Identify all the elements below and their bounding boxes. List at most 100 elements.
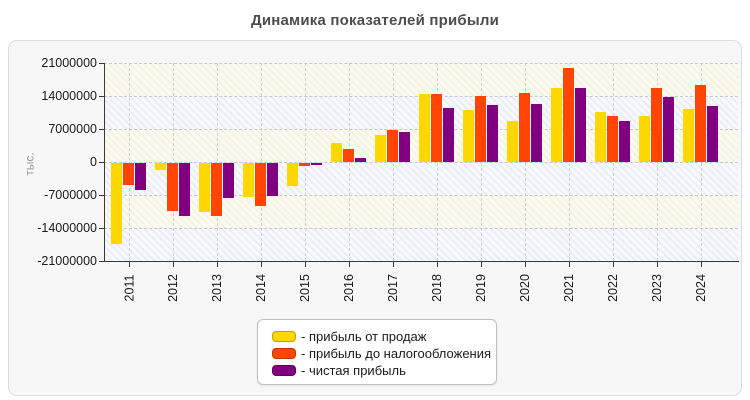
bar-2012-series-0 — [155, 163, 166, 170]
legend-swatch-1 — [272, 347, 296, 359]
x-axis-year-text: 2020 — [518, 274, 532, 302]
bar-2014-series-2 — [267, 163, 278, 196]
y-axis-tick — [99, 195, 104, 196]
x-axis-year-text: 2021 — [562, 274, 576, 302]
y-axis-tick-label: 14000000 — [41, 89, 97, 103]
x-axis-tick — [481, 262, 482, 267]
bar-2019-series-0 — [463, 110, 474, 162]
bar-2020-series-2 — [531, 104, 542, 162]
x-axis-line — [104, 261, 739, 262]
x-axis-tick-label: 2019 — [461, 268, 501, 308]
x-axis-year-text: 2023 — [650, 274, 664, 302]
legend-swatch-0 — [272, 330, 296, 342]
x-axis-tick — [129, 262, 130, 267]
bar-2020-series-1 — [519, 93, 530, 162]
x-axis-tick-label: 2015 — [285, 268, 325, 308]
x-axis-tick-label: 2014 — [241, 268, 281, 308]
horizontal-gridline — [104, 162, 738, 163]
bar-2012-series-1 — [167, 163, 178, 211]
x-axis-tick-label: 2016 — [329, 268, 369, 308]
legend-label-1: - прибыль до налогообложения — [301, 345, 492, 361]
y-axis-line — [104, 63, 105, 262]
y-axis-tick-label: 21000000 — [41, 56, 97, 70]
x-axis-tick — [657, 262, 658, 267]
legend-item-2: - чистая прибыль — [272, 362, 496, 378]
x-axis-tick-label: 2024 — [681, 268, 721, 308]
bar-2023-series-1 — [651, 88, 662, 162]
bar-2018-series-2 — [443, 108, 454, 162]
bar-2019-series-1 — [475, 96, 486, 162]
bar-2020-series-0 — [507, 121, 518, 162]
bar-2015-series-0 — [287, 163, 298, 186]
x-axis-tick-label: 2017 — [373, 268, 413, 308]
bar-2022-series-1 — [607, 116, 618, 162]
bar-2022-series-2 — [619, 121, 630, 162]
y-axis-tick-label: -14000000 — [37, 221, 97, 235]
legend-item-1: - прибыль до налогообложения — [272, 345, 496, 361]
y-axis-tick-label: -7000000 — [44, 188, 97, 202]
horizontal-gridline — [104, 228, 738, 229]
x-axis-year-text: 2024 — [694, 274, 708, 302]
y-axis-tick — [99, 261, 104, 262]
x-axis-tick-label: 2023 — [637, 268, 677, 308]
x-axis-year-text: 2013 — [210, 274, 224, 302]
bar-2018-series-0 — [419, 94, 430, 162]
x-axis-year-text: 2014 — [254, 274, 268, 302]
bar-2024-series-1 — [695, 85, 706, 162]
x-axis-tick-label: 2021 — [549, 268, 589, 308]
x-axis-tick — [173, 262, 174, 267]
x-axis-year-text: 2019 — [474, 274, 488, 302]
bar-2021-series-0 — [551, 88, 562, 162]
bar-2024-series-0 — [683, 109, 694, 162]
y-axis-tick — [99, 162, 104, 163]
x-axis-tick — [613, 262, 614, 267]
x-axis-tick — [393, 262, 394, 267]
bar-2021-series-2 — [575, 88, 586, 162]
bar-2011-series-2 — [135, 163, 146, 190]
y-axis-tick — [99, 129, 104, 130]
bar-2015-series-2 — [311, 163, 322, 165]
x-axis-tick-label: 2020 — [505, 268, 545, 308]
legend-label-2: - чистая прибыль — [301, 362, 406, 378]
bar-2023-series-2 — [663, 97, 674, 162]
plot-background-band — [104, 228, 738, 261]
legend-box: - прибыль от продаж - прибыль до налогооб… — [257, 319, 497, 385]
plot-area — [104, 63, 738, 262]
plot-background-band — [104, 63, 738, 96]
x-axis-tick-label: 2012 — [153, 268, 193, 308]
y-axis-tick — [99, 96, 104, 97]
x-axis-tick — [525, 262, 526, 267]
x-axis-tick-label: 2013 — [197, 268, 237, 308]
x-axis-year-text: 2022 — [606, 274, 620, 302]
bar-2014-series-0 — [243, 163, 254, 197]
x-axis-year-text: 2012 — [166, 274, 180, 302]
bar-2021-series-1 — [563, 68, 574, 162]
bar-2016-series-0 — [331, 143, 342, 162]
x-axis-tick — [701, 262, 702, 267]
bar-2023-series-0 — [639, 116, 650, 162]
x-axis-tick — [217, 262, 218, 267]
x-axis-tick — [349, 262, 350, 267]
x-axis-year-text: 2015 — [298, 274, 312, 302]
bar-2022-series-0 — [595, 112, 606, 162]
bar-2011-series-1 — [123, 163, 134, 185]
bar-2017-series-2 — [399, 132, 410, 162]
bar-2013-series-1 — [211, 163, 222, 216]
x-axis-tick-label: 2011 — [109, 268, 149, 308]
x-axis-tick-label: 2018 — [417, 268, 457, 308]
x-axis-tick — [569, 262, 570, 267]
legend-swatch-2 — [272, 364, 296, 376]
chart-panel: тыс. - прибыль от продаж - прибыль до нал… — [8, 40, 742, 396]
bar-2017-series-0 — [375, 135, 386, 162]
horizontal-gridline — [104, 195, 738, 196]
y-axis-tick-label: 7000000 — [48, 122, 97, 136]
horizontal-gridline — [104, 63, 738, 64]
x-axis-tick — [305, 262, 306, 267]
y-axis-tick-label: 0 — [90, 155, 97, 169]
bar-2015-series-1 — [299, 163, 310, 166]
bar-2016-series-2 — [355, 158, 366, 162]
x-axis-tick — [261, 262, 262, 267]
legend-item-0: - прибыль от продаж — [272, 328, 496, 344]
bar-2018-series-1 — [431, 94, 442, 162]
bar-2019-series-2 — [487, 105, 498, 162]
